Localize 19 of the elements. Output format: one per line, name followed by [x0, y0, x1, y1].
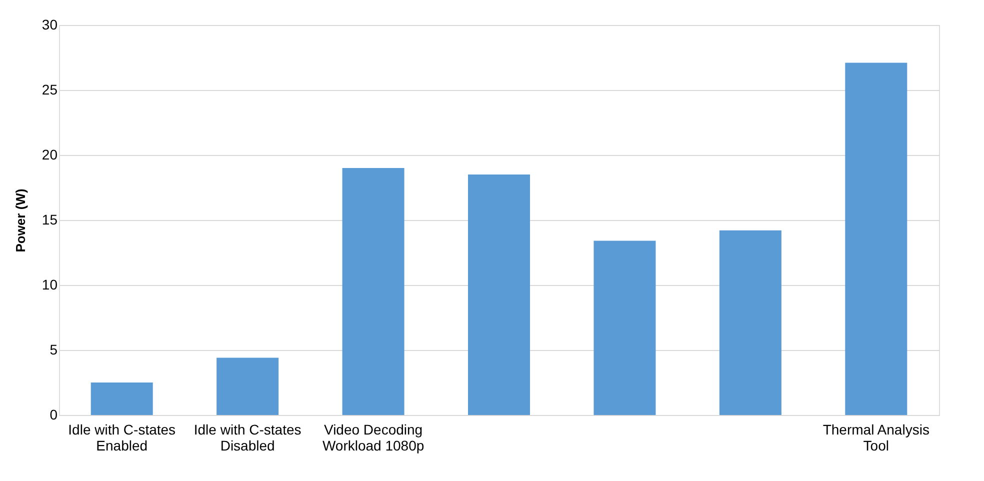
x-tick-label: Video Decoding Workload 1080p: [322, 422, 424, 454]
y-tick-label: 25: [42, 82, 58, 98]
bar: [216, 358, 279, 415]
y-tick-label: 30: [42, 16, 58, 32]
x-tick-label: Idle with C-states Disabled: [194, 422, 302, 454]
bar: [594, 240, 656, 415]
bar: [719, 230, 782, 415]
y-tick-label: 5: [50, 342, 58, 358]
y-tick-label: 15: [42, 212, 58, 228]
bar: [90, 382, 153, 415]
x-tick-label: Idle with C-states Enabled: [68, 422, 176, 454]
y-tick-label: 20: [42, 146, 58, 162]
y-axis-title: Power (W): [12, 188, 28, 252]
y-tick-label: 0: [50, 406, 58, 422]
y-tick-label: 10: [42, 276, 58, 292]
bar: [342, 168, 404, 415]
bar: [845, 62, 908, 415]
bar: [468, 174, 530, 415]
x-tick-label: Thermal Analysis Tool: [822, 422, 930, 454]
